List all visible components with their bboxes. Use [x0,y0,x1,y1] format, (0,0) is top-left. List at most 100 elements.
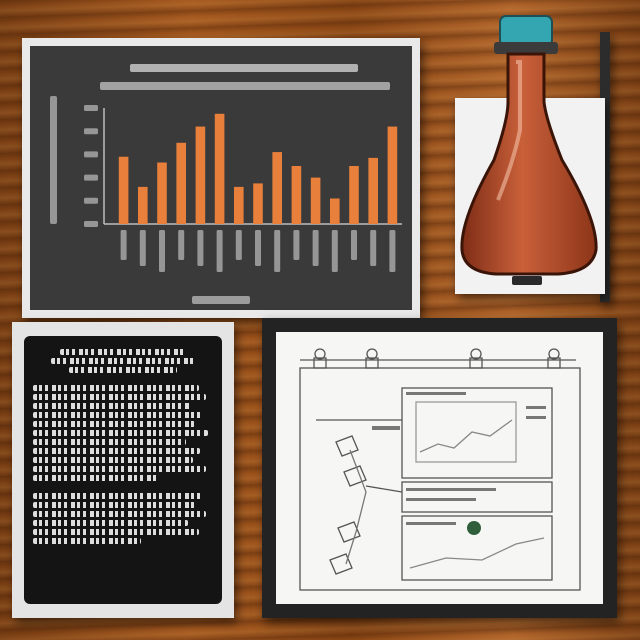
x-tick-label-scribble [293,230,300,260]
notes-text-line [33,403,192,409]
bar [387,126,398,224]
bar-chart [50,64,402,304]
diagram-component [343,465,367,487]
diagram-label-scribble [406,522,456,525]
x-tick-label-scribble [331,230,338,272]
x-tick-label-scribble [255,230,261,266]
x-tick-label-scribble [120,230,127,260]
diagram-graph-line [419,419,513,453]
notes-panel [24,336,222,604]
x-tick-label-scribble [159,230,165,272]
y-tick-label-scribble [84,105,98,111]
notes-text-line [33,394,206,400]
y-tick-label-scribble [84,128,98,135]
x-tick-label-scribble [197,230,204,266]
diagram-panel-lower [401,515,553,581]
flask-card-edge [600,32,610,302]
notes-text-line [33,538,141,544]
bar [310,177,321,224]
notes-text-line [33,421,195,427]
x-tick-label-scribble [370,230,377,266]
bar [214,113,225,224]
diagram-frame [299,367,581,591]
diagram-component [329,553,353,575]
bar [138,186,148,224]
notes-text-line [33,430,208,436]
bar [118,156,129,224]
notes-text-line [33,520,188,526]
y-tick-marks [84,105,98,227]
notes-text-line [33,412,204,418]
notes-heading-line [69,367,177,373]
notes-text-line [33,502,195,508]
bar [272,152,282,224]
bar [195,126,206,224]
y-tick-label-scribble [84,197,98,204]
flask-cap [499,15,553,47]
bar [157,162,167,224]
diagram-panel [276,332,603,604]
bar-chart-card [22,38,420,318]
diagram-connector [365,485,403,493]
binder-clip-icon [313,348,561,369]
y-tick-label-scribble [84,174,98,181]
bar [253,183,263,224]
y-tick-label-scribble [84,221,98,227]
notes-text-line [33,439,186,445]
diagram-label-scribble [526,406,546,409]
diagram-panel-middle [401,481,553,513]
bar [330,198,340,224]
notes-heading-line [51,358,195,364]
x-tick-label-scribble [139,230,146,266]
y-tick-label-scribble [84,151,98,158]
technical-diagram [299,348,581,591]
diagram-label-scribble [372,426,400,430]
x-axis-label-scribble [192,296,250,304]
notes-text-line [33,448,201,454]
diagram-label-scribble [406,488,496,491]
chart-title-scribble [130,64,358,72]
x-tick-label-scribble [389,230,396,272]
notes-text-line [33,493,203,499]
bar [368,157,378,224]
flask-cap-ring [494,42,558,54]
diagram-graph-box [415,401,517,463]
chart-subtitle-scribble [100,82,390,90]
x-tick-label-scribble [235,230,242,260]
x-tick-label-scribble [312,230,319,266]
diagram-label-scribble [406,498,476,501]
diagram-wire [345,449,367,565]
x-tick-label-scribble [178,230,185,260]
diagram-label-scribble [406,392,466,395]
notes-text-line [33,385,199,391]
bar [234,186,244,224]
diagram-lower-line [409,537,545,569]
x-tick-label-scribble [274,230,281,272]
flask-label-scribble [512,276,542,285]
bar [349,166,359,224]
notes-text-line [33,529,199,535]
flask-icon [460,15,598,285]
notes-text-line [33,466,206,472]
diagram-card [262,318,617,618]
notes-heading-line [60,349,186,355]
bar-chart-panel [30,46,412,310]
notes-text-line [33,475,159,481]
diagram-component [335,435,359,457]
diagram-indicator-dot [467,521,481,535]
x-tick-scribbles [120,230,396,272]
flask-highlight [496,60,522,201]
x-tick-label-scribble [351,230,357,260]
bar [176,142,186,224]
x-tick-label-scribble [216,230,223,272]
diagram-label-scribble [526,416,546,419]
bar [291,166,302,224]
notes-card [12,322,234,618]
flask-body [460,52,598,276]
bar-series [118,113,398,224]
notes-text-line [33,511,206,517]
y-axis-label-scribble [50,96,57,224]
notes-text-line [33,457,194,463]
diagram-component [337,521,361,543]
diagram-panel-upper [401,387,553,479]
